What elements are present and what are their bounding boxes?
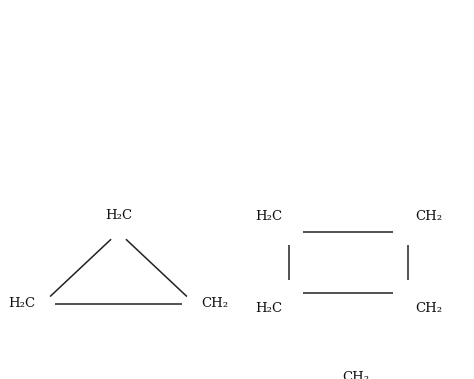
Text: H₂C: H₂C: [255, 210, 282, 223]
Text: H₂C: H₂C: [255, 302, 282, 315]
Text: CH₂: CH₂: [415, 302, 442, 315]
Text: CH₂: CH₂: [342, 371, 369, 379]
Text: H₂C: H₂C: [9, 297, 36, 310]
Text: H₂C: H₂C: [105, 208, 132, 222]
Text: CH₂: CH₂: [201, 297, 228, 310]
Text: CH₂: CH₂: [415, 210, 442, 223]
